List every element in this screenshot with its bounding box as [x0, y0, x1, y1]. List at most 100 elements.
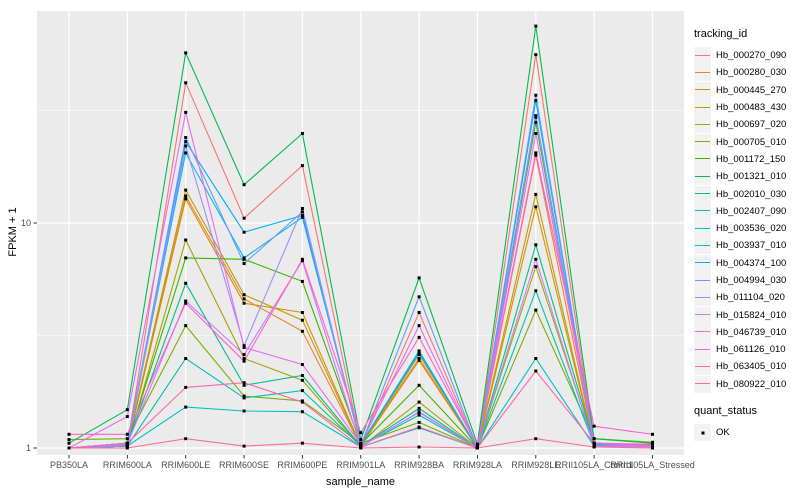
data-point-Hb_001172_150	[184, 256, 188, 260]
data-point-Hb_000705_010	[534, 308, 538, 312]
data-point-Hb_015824_010	[242, 353, 246, 357]
legend-key-line-icon	[695, 296, 710, 298]
x-tick-label: RRIM600LA	[103, 460, 152, 470]
x-axis-title: sample_name	[325, 476, 396, 488]
data-point-Hb_063405_010	[125, 441, 129, 445]
legend-item-Hb_046739_010: Hb_046739_010	[694, 323, 800, 341]
legend-item-label: Hb_000483_430	[716, 102, 787, 114]
y-tick-label: 10	[21, 218, 31, 228]
data-point-Hb_000483_430	[300, 318, 304, 322]
data-point-Hb_002407_090	[184, 357, 188, 360]
data-point-Hb_080922_010	[300, 441, 304, 445]
data-point-Hb_046739_010	[359, 442, 363, 446]
legend-item-label: Hb_003937_010	[716, 240, 787, 252]
x-tick-label: PB350LA	[50, 460, 88, 470]
data-point-Hb_080922_010	[534, 437, 538, 441]
legend-key-swatch	[694, 47, 711, 65]
legend-item-label: OK	[716, 427, 730, 439]
legend-key-line-icon	[695, 279, 710, 281]
data-point-Hb_000705_010	[184, 324, 188, 328]
legend-item-Hb_001172_150: Hb_001172_150	[694, 150, 800, 168]
data-point-Hb_000270_090	[300, 164, 304, 168]
legend-item-Hb_080922_010: Hb_080922_010	[694, 375, 800, 393]
data-point-Hb_001172_150	[300, 279, 304, 283]
data-point-Hb_063405_010	[651, 442, 654, 446]
data-point-Hb_001321_010	[125, 408, 129, 412]
data-point-Hb_003536_020	[242, 409, 246, 413]
legend-title-tracking-id: tracking_id	[694, 28, 748, 40]
legend-item-Hb_004374_100: Hb_004374_100	[694, 254, 800, 272]
data-point-Hb_011104_020	[300, 207, 304, 210]
legend-key-line-icon	[695, 210, 710, 212]
data-point-Hb_003937_010	[184, 151, 188, 155]
data-point-Hb_000705_010	[67, 438, 71, 442]
data-point-Hb_000697_020	[184, 238, 188, 242]
x-tick-label: RRIM928BA	[394, 460, 444, 470]
data-point-Hb_002010_030	[300, 374, 304, 377]
data-point-Hb_000705_010	[125, 437, 129, 441]
data-point-Hb_000705_010	[417, 420, 421, 424]
data-point-Hb_015824_010	[534, 257, 538, 261]
data-point-Hb_000445_270	[300, 311, 304, 314]
data-point-Hb_063405_010	[300, 400, 304, 404]
data-point-Hb_000445_270	[184, 197, 188, 201]
data-point-Hb_061126_010	[242, 359, 246, 363]
data-point-Hb_004994_030	[300, 210, 304, 214]
legend-key-swatch	[694, 254, 711, 272]
data-point-Hb_004374_100	[242, 230, 246, 234]
data-point-Hb_046739_010	[534, 132, 538, 135]
data-point-Hb_061126_010	[359, 431, 363, 435]
data-point-Hb_004374_100	[534, 99, 538, 103]
data-point-Hb_004994_030	[242, 262, 246, 266]
data-point-Hb_000280_030	[300, 329, 304, 333]
legend-item-label: Hb_015824_010	[716, 309, 787, 321]
legend-key-line-icon	[695, 193, 710, 195]
data-point-Hb_000270_090	[242, 216, 246, 220]
data-point-Hb_000483_430	[242, 293, 246, 297]
data-point-Hb_001321_010	[417, 276, 421, 280]
legend-key-swatch	[694, 358, 711, 376]
legend-key-swatch	[694, 341, 711, 359]
data-point-Hb_046739_010	[125, 415, 129, 418]
data-point-Hb_015824_010	[184, 299, 188, 303]
data-point-Hb_000705_010	[242, 394, 246, 398]
legend-item-label: Hb_002010_030	[716, 188, 787, 200]
data-point-Hb_063405_010	[242, 381, 246, 385]
legend-key-swatch	[694, 289, 711, 307]
data-point-Hb_001321_010	[242, 183, 246, 187]
data-point-Hb_080922_010	[417, 445, 421, 449]
data-point-Hb_000280_030	[417, 357, 421, 360]
legend-key-swatch	[694, 168, 711, 186]
data-point-Hb_080922_010	[359, 446, 363, 450]
data-point-Hb_011104_020	[125, 444, 129, 448]
data-point-Hb_003937_010	[417, 351, 421, 355]
legend-key-swatch	[694, 272, 711, 289]
legend-key-swatch	[694, 116, 711, 134]
legend-key-line-icon	[695, 348, 710, 350]
legend-item-label: Hb_004994_030	[716, 275, 787, 286]
black-square-point-icon	[701, 431, 704, 435]
legend-item-label: Hb_001172_150	[716, 153, 786, 165]
data-point-Hb_002407_090	[242, 396, 246, 400]
data-point-Hb_061126_010	[125, 432, 129, 436]
data-point-Hb_002010_030	[184, 281, 188, 285]
data-point-Hb_002407_090	[534, 289, 538, 293]
legend-key-swatch	[694, 81, 711, 99]
legend-key-line-icon	[695, 314, 710, 316]
data-point-Hb_000445_270	[417, 358, 421, 362]
data-point-Hb_003536_020	[534, 357, 538, 360]
legend-key-line-icon	[695, 71, 710, 73]
legend-item-label: Hb_011104_020	[716, 292, 785, 304]
legend-key-line-icon	[695, 158, 710, 160]
legend-item-label: Hb_000280_030	[716, 67, 787, 79]
legend-key-line-icon	[695, 331, 710, 333]
legend-item-label: Hb_061126_010	[716, 344, 786, 356]
data-point-Hb_061126_010	[417, 335, 421, 339]
data-point-Hb_001321_010	[67, 441, 71, 445]
data-point-Hb_004994_030	[534, 93, 538, 97]
legend-title-quant-status: quant_status	[694, 404, 757, 417]
legend-key-swatch	[694, 99, 711, 117]
x-tick-label: RRIM600LE	[161, 460, 210, 470]
legend-item-label: Hb_000270_090	[716, 50, 787, 62]
